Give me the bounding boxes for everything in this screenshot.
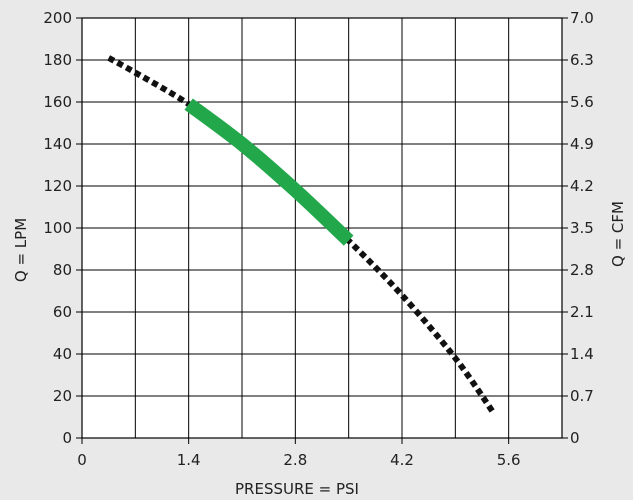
y2-tick-label: 6.3 xyxy=(570,51,594,69)
y2-tick-label: 0.7 xyxy=(570,387,594,405)
curve-operating-range xyxy=(184,98,354,246)
y-tick-label: 140 xyxy=(43,135,72,153)
x-tick-label: 4.2 xyxy=(390,451,414,469)
y-tick-label: 180 xyxy=(43,51,72,69)
y-tick-label: 200 xyxy=(43,9,72,27)
x-axis-label: PRESSURE = PSI xyxy=(235,480,359,498)
series-layer xyxy=(107,55,496,415)
y-tick-label: 80 xyxy=(53,261,72,279)
y2-tick-label: 7.0 xyxy=(570,9,594,27)
y-axis-label: Q = LPM xyxy=(12,218,30,282)
x-tick-label: 0 xyxy=(77,451,87,469)
y2-tick-label: 0 xyxy=(570,429,580,447)
y2-axis-label: Q = CFM xyxy=(609,201,627,267)
y-tick-label: 160 xyxy=(43,93,72,111)
y2-tick-label: 2.8 xyxy=(570,261,594,279)
y-tick-label: 20 xyxy=(53,387,72,405)
ticks: 0 20 40 60 80 100 120 140 160 180 200 0 0.7 1.4 2.1 2.8… xyxy=(43,9,594,469)
y-tick-label: 60 xyxy=(53,303,72,321)
y2-tick-label: 4.9 xyxy=(570,135,594,153)
y-tick-label: 100 xyxy=(43,219,72,237)
y-tick-label: 40 xyxy=(53,345,72,363)
y2-tick-label: 4.2 xyxy=(570,177,594,195)
y2-tick-label: 2.1 xyxy=(570,303,594,321)
y-tick-label: 120 xyxy=(43,177,72,195)
y2-tick-label: 3.5 xyxy=(570,219,594,237)
y-tick-label: 0 xyxy=(62,429,72,447)
x-tick-label: 5.6 xyxy=(497,451,521,469)
y2-tick-label: 5.6 xyxy=(570,93,594,111)
x-tick-label: 2.8 xyxy=(283,451,307,469)
y2-tick-label: 1.4 xyxy=(570,345,594,363)
x-tick-label: 1.4 xyxy=(177,451,201,469)
